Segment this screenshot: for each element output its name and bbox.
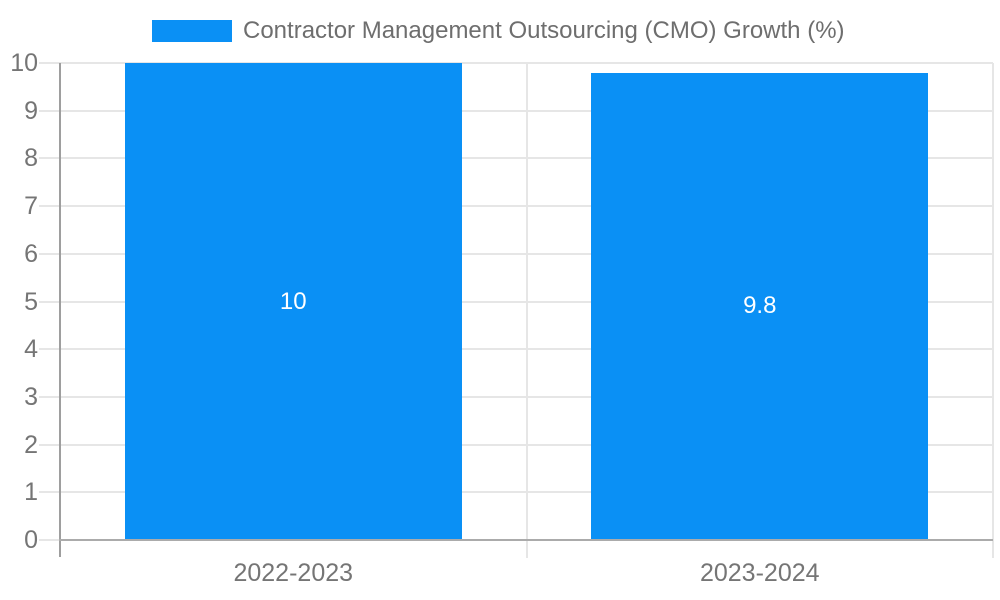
- y-tick-label: 7: [24, 192, 38, 221]
- gridline-horizontal: [39, 395, 993, 398]
- gridline-horizontal: [39, 62, 993, 64]
- y-tick-label: 5: [24, 287, 38, 316]
- y-tick-label: 4: [24, 335, 38, 364]
- x-axis-baseline: [59, 539, 993, 541]
- gridline-horizontal: [39, 157, 993, 160]
- gridline-vertical: [525, 63, 528, 558]
- y-tick-label: 0: [24, 526, 38, 554]
- y-tick-label: 1: [24, 478, 38, 507]
- bar[interactable]: [591, 72, 928, 540]
- gridline-horizontal: [39, 205, 993, 208]
- y-tick-label: 10: [10, 49, 38, 77]
- y-tick-label: 6: [24, 239, 38, 268]
- bar[interactable]: [125, 63, 462, 540]
- gridline-vertical: [992, 63, 994, 558]
- x-category-label: 2022-2023: [233, 559, 354, 587]
- y-axis-line: [59, 63, 61, 557]
- gridline-horizontal: [39, 252, 993, 255]
- legend: Contractor Management Outsourcing (CMO) …: [152, 17, 845, 44]
- gridline-horizontal: [39, 348, 993, 351]
- y-tick-label: 2: [24, 430, 38, 459]
- gridline-horizontal: [39, 109, 993, 112]
- y-tick-label: 3: [24, 382, 38, 411]
- gridline-horizontal: [39, 443, 993, 446]
- y-tick-label: 9: [24, 96, 38, 125]
- x-category-label: 2023-2024: [699, 559, 820, 587]
- legend-swatch: [152, 20, 232, 42]
- y-tick-label: 8: [24, 144, 38, 173]
- bar-value-label: 9.8: [743, 292, 777, 320]
- gridline-horizontal: [39, 300, 993, 303]
- gridline-horizontal: [39, 491, 993, 494]
- legend-label: Contractor Management Outsourcing (CMO) …: [243, 17, 845, 44]
- bar-value-label: 10: [279, 287, 307, 315]
